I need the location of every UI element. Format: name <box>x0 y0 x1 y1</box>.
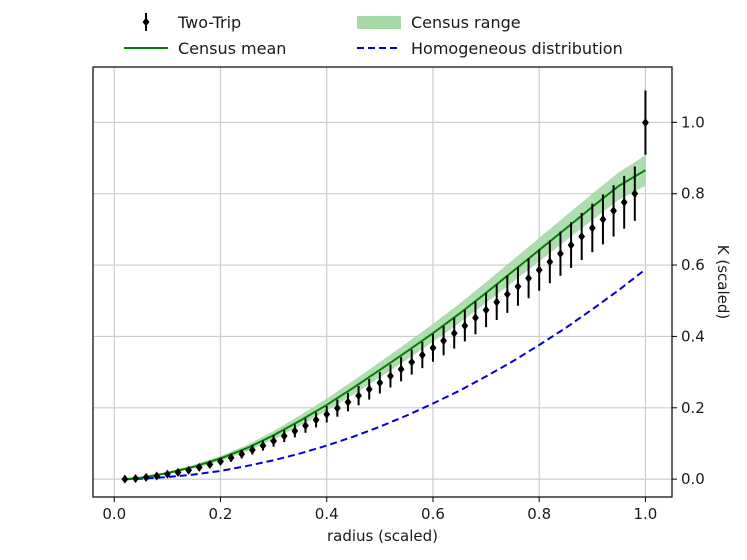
two-trip-point <box>174 467 182 477</box>
two-trip-point <box>323 409 331 419</box>
two-trip-point <box>227 453 235 463</box>
two-trip-point <box>429 343 437 353</box>
two-trip-point <box>185 465 192 475</box>
y-tick-label: 1.0 <box>681 113 705 131</box>
two-trip-point <box>567 240 575 250</box>
two-trip-point <box>418 350 426 360</box>
two-trip-point <box>217 456 224 466</box>
two-trip-point <box>588 223 596 233</box>
y-axis-ticks: 0.0 0.2 0.4 0.6 0.8 1.0 <box>672 113 705 488</box>
two-trip-point <box>238 449 246 459</box>
two-trip-point <box>408 357 416 367</box>
legend-two-trip-marker <box>142 17 150 27</box>
two-trip-point <box>195 462 203 472</box>
two-trip-point <box>333 403 341 413</box>
y-tick-label: 0.0 <box>681 470 705 488</box>
two-trip-point <box>248 445 256 455</box>
two-trip-point <box>163 469 171 479</box>
plot-area <box>121 90 649 484</box>
y-tick-label: 0.8 <box>681 185 705 203</box>
legend-label: Census range <box>411 13 521 32</box>
census-mean-line <box>124 169 646 481</box>
x-tick-label: 0.8 <box>527 505 551 523</box>
legend-label: Census mean <box>178 39 286 58</box>
x-tick-label: 0.6 <box>421 505 445 523</box>
two-trip-point <box>397 364 405 374</box>
two-trip-point <box>493 297 501 307</box>
grid-lines <box>93 67 672 497</box>
two-trip-point <box>440 336 447 346</box>
two-trip-point <box>610 206 617 216</box>
legend-census-range-swatch <box>357 16 401 29</box>
x-tick-label: 0.0 <box>102 505 126 523</box>
x-tick-label: 0.4 <box>315 505 339 523</box>
homogeneous-distribution-line <box>124 268 647 481</box>
two-trip-point <box>344 397 352 407</box>
y-tick-label: 0.2 <box>681 399 705 417</box>
y-tick-label: 0.6 <box>681 256 705 274</box>
two-trip-point <box>142 472 150 482</box>
legend-label: Homogeneous distribution <box>411 39 623 58</box>
two-trip-point <box>599 214 607 224</box>
x-tick-label: 1.0 <box>634 505 658 523</box>
y-tick-label: 0.4 <box>681 327 705 345</box>
legend: Two-Trip Census range Census mean Homogeneo… <box>124 13 623 58</box>
two-trip-point <box>461 321 469 331</box>
y-axis-label: K (scaled) <box>714 245 732 319</box>
legend-label: Two-Trip <box>177 13 241 32</box>
two-trip-point <box>291 426 299 436</box>
two-trip-point <box>631 189 639 199</box>
two-trip-point <box>387 371 394 381</box>
x-tick-label: 0.2 <box>209 505 233 523</box>
two-trip-point <box>578 232 586 242</box>
two-trip-point <box>302 421 309 431</box>
two-trip-point <box>557 249 564 259</box>
two-trip-point <box>153 471 161 481</box>
two-trip-point <box>503 289 511 299</box>
two-trip-point <box>546 257 554 267</box>
two-trip-point <box>642 118 649 128</box>
plot-frame <box>92 66 673 498</box>
two-trip-point <box>514 281 522 291</box>
two-trip-point <box>620 197 628 207</box>
two-trip-point <box>259 441 267 451</box>
two-trip-point <box>355 391 362 401</box>
census-range-band <box>124 155 646 480</box>
two-trip-point <box>206 460 214 470</box>
two-trip-point <box>525 273 532 283</box>
two-trip-point <box>270 436 277 446</box>
two-trip-point <box>280 431 288 441</box>
two-trip-point <box>365 384 373 394</box>
two-trip-point <box>472 313 479 323</box>
two-trip-point <box>450 328 458 338</box>
two-trip-point <box>376 378 384 388</box>
two-trip-point <box>535 265 543 275</box>
two-trip-point <box>312 415 320 425</box>
two-trip-point <box>132 473 139 483</box>
two-trip-point <box>121 474 129 484</box>
two-trip-point <box>482 305 490 315</box>
x-axis-ticks: 0.0 0.2 0.4 0.6 0.8 1.0 <box>102 497 657 523</box>
x-axis-label: radius (scaled) <box>327 527 438 545</box>
